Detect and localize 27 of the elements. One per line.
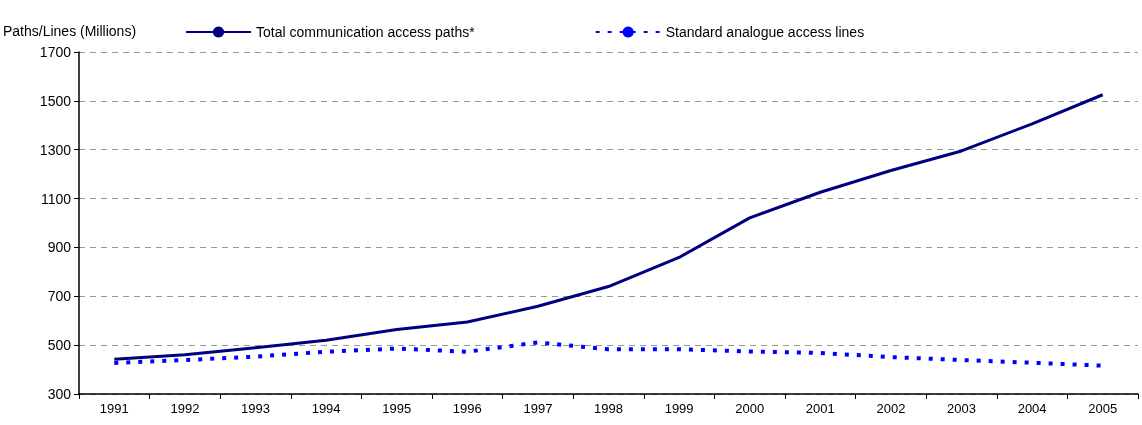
y-tick-label: 300 <box>47 386 72 402</box>
y-tick-label: 500 <box>47 337 72 354</box>
y-axis-title: Paths/Lines (Millions) <box>3 23 137 39</box>
y-tick-label: 1700 <box>39 44 72 60</box>
y-tick-label: 700 <box>47 288 72 305</box>
x-tick-label: 2003 <box>947 401 976 416</box>
x-tick-label: 2005 <box>1088 401 1118 416</box>
y-tick-label: 1100 <box>40 190 72 207</box>
y-tick-label: 1500 <box>39 92 72 109</box>
y-tick-label: 1300 <box>39 141 72 158</box>
x-tick-label: 1998 <box>594 401 623 416</box>
x-tick-label: 1992 <box>170 401 200 416</box>
x-tick-label: 2000 <box>735 401 765 416</box>
x-tick-label: 1999 <box>664 401 694 416</box>
x-tick-label: 1994 <box>311 401 341 416</box>
x-tick-label: 1997 <box>523 401 553 416</box>
x-tick-label: 1996 <box>452 401 482 416</box>
x-tick-label: 2001 <box>805 401 835 416</box>
x-tick-label: 1993 <box>241 401 270 416</box>
legend-label: Total communication access paths* <box>256 24 476 40</box>
x-tick-label: 1995 <box>382 401 412 416</box>
line-series <box>112 93 1105 361</box>
y-tick-label: 900 <box>47 239 72 256</box>
x-tick-label: 2002 <box>876 401 906 416</box>
x-tick-label: 2004 <box>1017 401 1047 416</box>
x-tick-label: 1991 <box>99 401 129 416</box>
legend-label: Standard analogue access lines <box>665 24 865 40</box>
